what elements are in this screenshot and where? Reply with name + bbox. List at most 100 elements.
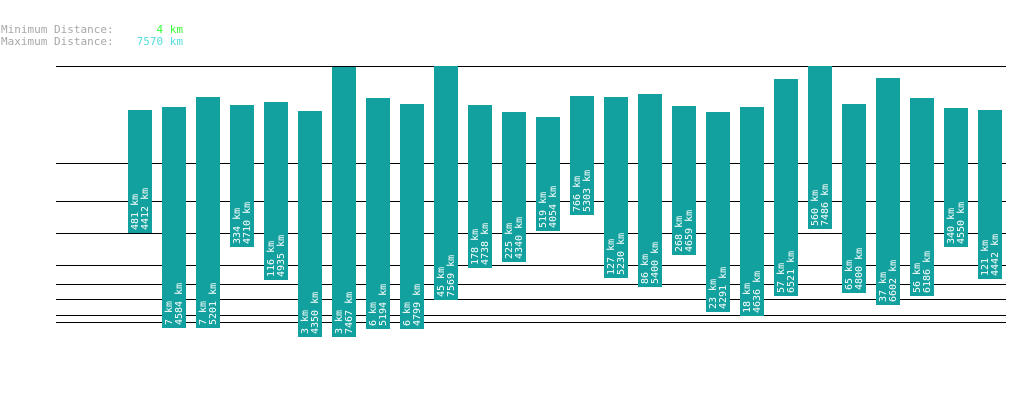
bar-bottom-label: 5400 km — [650, 242, 661, 284]
min-distance-row: Minimum Distance: 4 km — [1, 24, 183, 36]
bar-bottom-label: 4442 km — [990, 234, 1001, 276]
bar-bottom-label: 4935 km — [276, 235, 287, 277]
bar-top-label: 7 km — [198, 301, 209, 325]
bar — [842, 104, 866, 293]
bar-group: 3 km 4350 km — [298, 111, 322, 337]
bar-group: 65 km 4800 km — [842, 104, 866, 293]
bar-top-label: 268 km — [674, 216, 685, 252]
bar-top-label: 560 km — [810, 190, 821, 226]
bar-bottom-label: 4350 km — [310, 292, 321, 334]
bar-top-label: 18 km — [742, 283, 753, 313]
bar-top-label: 340 km — [946, 208, 957, 244]
bar — [366, 98, 390, 329]
bar — [264, 102, 288, 280]
bar-group: 268 km 4659 km — [672, 106, 696, 255]
bar-group: 121 km 4442 km — [978, 110, 1002, 279]
bar-top-label: 178 km — [470, 229, 481, 265]
bar-bottom-label: 5201 km — [208, 283, 219, 325]
bar-group: 7 km 4584 km — [162, 107, 186, 328]
bar-group: 86 km 5400 km — [638, 94, 662, 287]
bar-bottom-label: 7569 km — [446, 255, 457, 297]
bar-bottom-label: 5303 km — [582, 170, 593, 212]
bar-group: 37 km 6602 km — [876, 78, 900, 305]
bar-top-label: 766 km — [572, 176, 583, 212]
min-distance-label: Minimum Distance: — [1, 23, 114, 36]
bar — [672, 106, 696, 255]
bar-bottom-label: 6521 km — [786, 251, 797, 293]
bar-top-label: 86 km — [640, 254, 651, 284]
bar-bottom-label: 4054 km — [548, 186, 559, 228]
bar — [740, 107, 764, 316]
bar-group: 56 km 6186 km — [910, 98, 934, 296]
bar-bottom-label: 4800 km — [854, 248, 865, 290]
bar-bottom-label: 4710 km — [242, 202, 253, 244]
bar — [298, 111, 322, 337]
bar — [400, 104, 424, 329]
bar — [570, 96, 594, 215]
bar-top-label: 56 km — [912, 263, 923, 293]
distance-summary: Minimum Distance: 4 km Maximum Distance: 7… — [1, 24, 183, 48]
bar — [808, 66, 832, 229]
bar-top-label: 3 km — [300, 310, 311, 334]
bar-group: 481 km 4412 km — [128, 110, 152, 233]
bar-top-label: 7 km — [164, 301, 175, 325]
bar-bottom-label: 7486 km — [820, 184, 831, 226]
bar-bottom-label: 4659 km — [684, 210, 695, 252]
bar — [978, 110, 1002, 279]
bar-top-label: 225 km — [504, 223, 515, 259]
bar-top-label: 45 km — [436, 267, 447, 297]
bar-top-label: 121 km — [980, 240, 991, 276]
bar-group: 45 km 7569 km — [434, 66, 458, 300]
bar-bottom-label: 4799 km — [412, 284, 423, 326]
bar — [502, 112, 526, 262]
bar — [944, 108, 968, 247]
bar-group: 18 km 4636 km — [740, 107, 764, 316]
bar-group: 6 km 4799 km — [400, 104, 424, 329]
bar-top-label: 116 km — [266, 241, 277, 277]
bar-group: 23 km 4291 km — [706, 112, 730, 312]
min-distance-value: 4 km — [156, 23, 184, 36]
bar-bottom-label: 4340 km — [514, 217, 525, 259]
bar-bottom-label: 5230 km — [616, 233, 627, 275]
bar-bottom-label: 6602 km — [888, 260, 899, 302]
bar-group: 519 km 4054 km — [536, 117, 560, 231]
bar-group: 225 km 4340 km — [502, 112, 526, 262]
bar — [774, 79, 798, 296]
bar-top-label: 57 km — [776, 263, 787, 293]
max-distance-label: Maximum Distance: — [1, 35, 114, 48]
bar-bottom-label: 4550 km — [956, 202, 967, 244]
bar-top-label: 37 km — [878, 272, 889, 302]
bar — [162, 107, 186, 328]
max-distance-row: Maximum Distance: 7570 km — [1, 36, 183, 48]
bar-top-label: 6 km — [402, 302, 413, 326]
bar-bottom-label: 6186 km — [922, 251, 933, 293]
bar — [638, 94, 662, 287]
bar-group: 127 km 5230 km — [604, 97, 628, 278]
bar — [910, 98, 934, 296]
bar-group: 116 km 4935 km — [264, 102, 288, 280]
bar-top-label: 6 km — [368, 302, 379, 326]
bar — [536, 117, 560, 231]
bar — [468, 105, 492, 268]
bar — [604, 97, 628, 278]
bar-bottom-label: 5194 km — [378, 284, 389, 326]
bar-top-label: 127 km — [606, 239, 617, 275]
bar-group: 7 km 5201 km — [196, 97, 220, 328]
bar-group: 6 km 5194 km — [366, 98, 390, 329]
bar-group: 178 km 4738 km — [468, 105, 492, 268]
bar-bottom-label: 4636 km — [752, 271, 763, 313]
bar-bottom-label: 4584 km — [174, 283, 185, 325]
max-distance-value: 7570 km — [136, 35, 183, 48]
bar-group: 3 km 7467 km — [332, 67, 356, 337]
bar — [332, 67, 356, 337]
bar-group: 340 km 4550 km — [944, 108, 968, 247]
bar-bottom-label: 4412 km — [140, 188, 151, 230]
bar-top-label: 65 km — [844, 260, 855, 290]
bar — [196, 97, 220, 328]
bar-group: 334 km 4710 km — [230, 105, 254, 247]
bar — [230, 105, 254, 247]
bar-top-label: 3 km — [334, 310, 345, 334]
bar-group: 57 km 6521 km — [774, 79, 798, 296]
bar-group: 560 km 7486 km — [808, 66, 832, 229]
